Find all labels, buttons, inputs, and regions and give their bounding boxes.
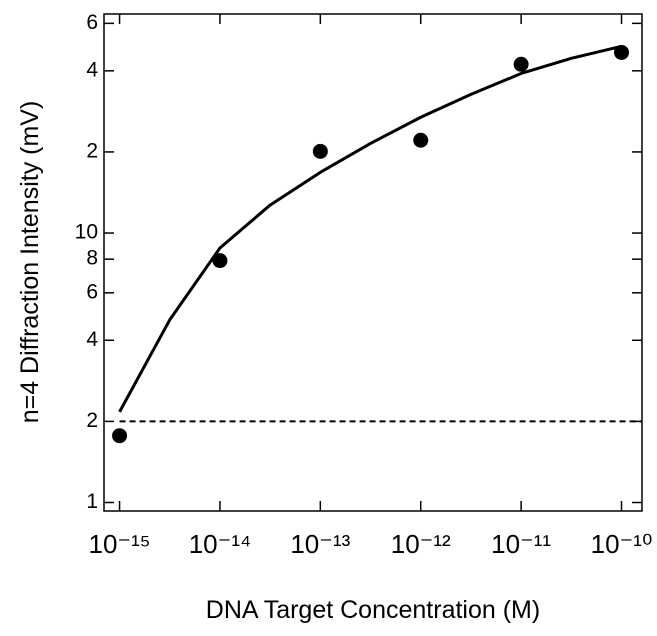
y-tick-label: 1 xyxy=(86,490,98,513)
x-tick-label: 10⁻¹⁰ xyxy=(591,529,653,559)
y-tick-label: 6 xyxy=(86,11,98,34)
y-tick-label: 10 xyxy=(75,221,98,244)
y-tick-label: 4 xyxy=(86,328,98,351)
data-point xyxy=(112,428,128,444)
y-tick-label: 2 xyxy=(86,139,98,162)
x-tick-label: 10⁻¹³ xyxy=(290,529,350,559)
y-tick-label: 4 xyxy=(86,58,98,81)
x-tick-label: 10⁻¹¹ xyxy=(491,529,551,559)
y-tick-label: 2 xyxy=(86,409,98,432)
y-tick-label: 6 xyxy=(86,280,98,303)
plot-frame xyxy=(103,13,643,512)
x-tick-label: 10⁻¹⁵ xyxy=(89,529,151,559)
data-point xyxy=(312,143,328,159)
y-tick-label: 8 xyxy=(86,247,98,270)
x-tick-label: 10⁻¹² xyxy=(391,529,451,559)
data-point xyxy=(212,253,228,269)
x-axis-title: DNA Target Concentration (M) xyxy=(206,596,540,624)
y-axis-title: n=4 Diffraction Intensity (mV) xyxy=(16,101,44,424)
x-tick-label: 10⁻¹⁴ xyxy=(189,529,251,559)
fit-curve xyxy=(118,44,622,413)
data-point xyxy=(513,56,529,72)
data-point xyxy=(413,132,429,148)
